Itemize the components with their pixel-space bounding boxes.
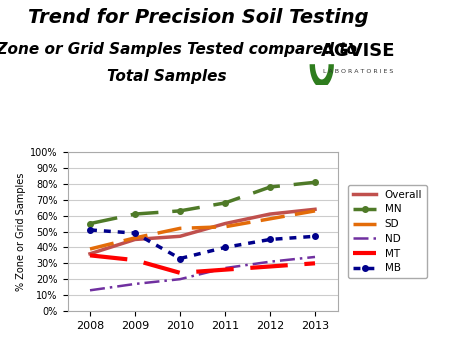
MN [132, 212, 138, 216]
Line: MB: MB [87, 227, 318, 261]
Line: Overall: Overall [90, 209, 315, 254]
MN [267, 185, 273, 189]
Text: Trend for Precision Soil Testing: Trend for Precision Soil Testing [28, 8, 368, 27]
Overall [177, 234, 183, 238]
SD [312, 209, 318, 213]
MB [312, 234, 318, 238]
MT [177, 271, 183, 275]
MN [312, 180, 318, 184]
Line: ND: ND [90, 257, 315, 290]
ND [132, 282, 138, 286]
MN [177, 209, 183, 213]
Overall [267, 212, 273, 216]
MN [222, 201, 228, 205]
MB [222, 245, 228, 249]
Legend: Overall, MN, SD, ND, MT, MB: Overall, MN, SD, ND, MT, MB [348, 185, 427, 279]
Overall [312, 207, 318, 211]
ND [222, 266, 228, 270]
MB [87, 228, 93, 232]
MB [132, 231, 138, 235]
MB [177, 257, 183, 261]
MT [312, 261, 318, 265]
SD [267, 217, 273, 221]
Polygon shape [310, 64, 334, 88]
Overall [132, 237, 138, 241]
Text: L A B O R A T O R I E S: L A B O R A T O R I E S [323, 69, 393, 74]
SD [87, 247, 93, 251]
SD [222, 225, 228, 229]
Text: Total Samples: Total Samples [107, 69, 226, 84]
Text: % Zone or Grid Samples Tested compared to: % Zone or Grid Samples Tested compared t… [0, 42, 357, 57]
MN [87, 222, 93, 226]
MB [267, 237, 273, 241]
Line: MT: MT [90, 256, 315, 273]
MT [267, 264, 273, 268]
Text: AGVISE: AGVISE [320, 42, 395, 60]
MT [222, 268, 228, 272]
ND [177, 277, 183, 281]
Y-axis label: % Zone or Grid Samples: % Zone or Grid Samples [16, 172, 26, 291]
ND [312, 255, 318, 259]
SD [132, 236, 138, 240]
MT [87, 254, 93, 258]
Overall [222, 222, 228, 226]
ND [87, 288, 93, 292]
MT [132, 258, 138, 262]
Overall [87, 252, 93, 256]
SD [177, 226, 183, 231]
ND [267, 260, 273, 264]
Line: SD: SD [90, 211, 315, 249]
Line: MN: MN [87, 179, 318, 226]
